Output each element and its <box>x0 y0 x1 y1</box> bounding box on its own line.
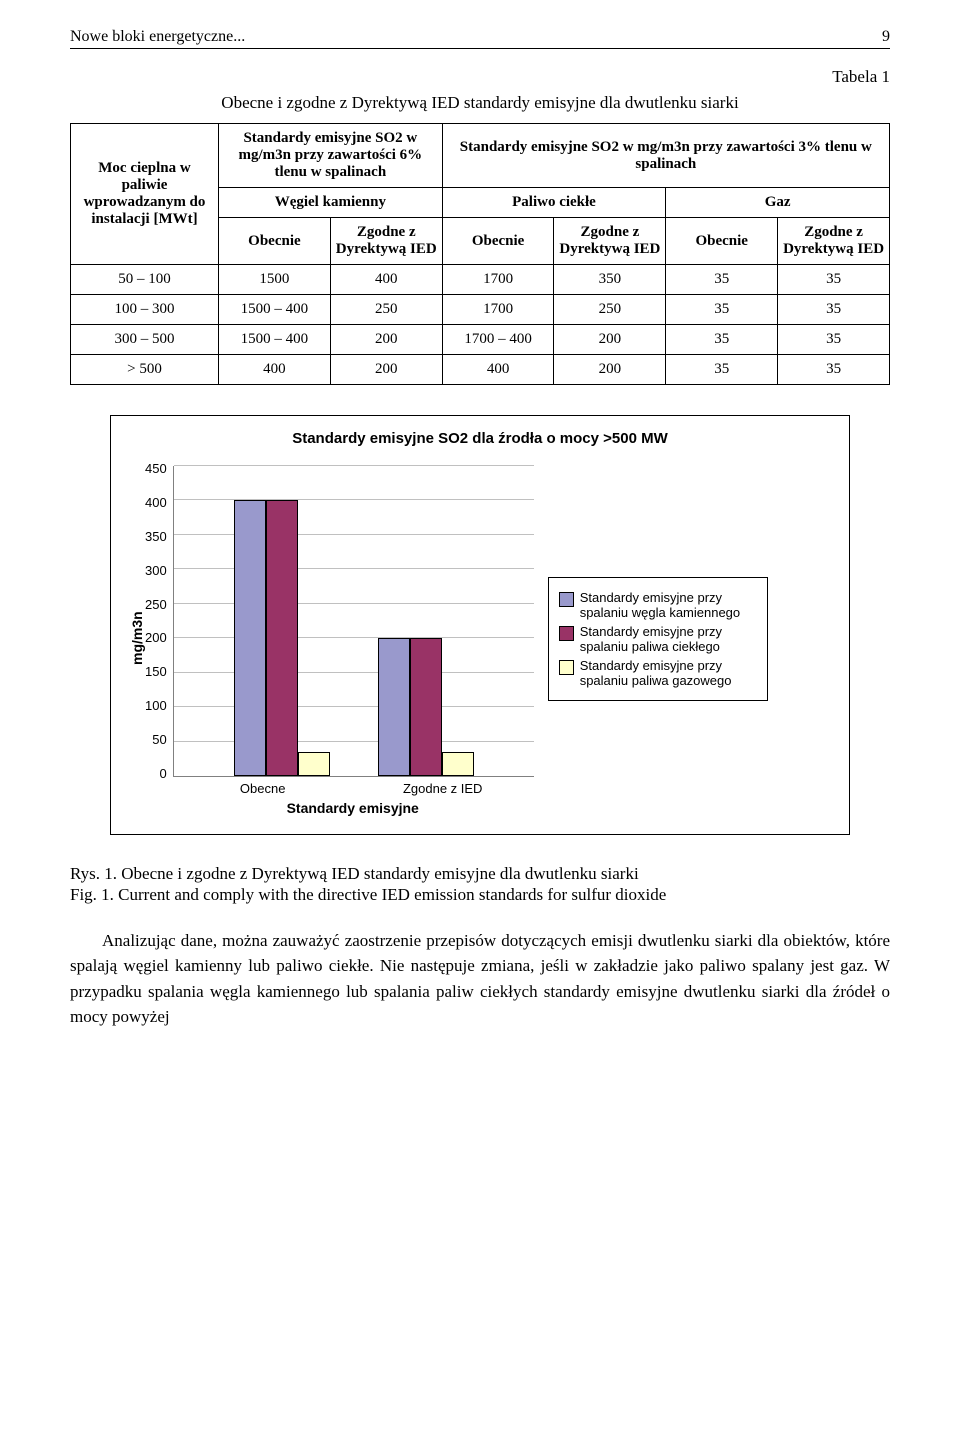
table-cell: > 500 <box>71 355 219 385</box>
th-ied: Zgodne z Dyrektywą IED <box>778 218 890 265</box>
table-cell: 1700 <box>442 265 554 295</box>
legend-swatch <box>559 660 574 675</box>
th-now: Obecnie <box>666 218 778 265</box>
chart-title: Standardy emisyjne SO2 dla źrodła o mocy… <box>125 430 835 447</box>
table-cell: 200 <box>554 325 666 355</box>
table-title: Obecne i zgodne z Dyrektywą IED standard… <box>70 93 890 113</box>
y-tick: 50 <box>152 732 166 747</box>
th-now: Obecnie <box>442 218 554 265</box>
table-cell: 200 <box>554 355 666 385</box>
chart-bar <box>442 752 474 776</box>
table-cell: 35 <box>666 295 778 325</box>
header-page-number: 9 <box>882 28 890 46</box>
table-cell: 400 <box>442 355 554 385</box>
table-cell: 200 <box>330 325 442 355</box>
legend-item: Standardy emisyjne przy spalaniu węgla k… <box>559 590 757 620</box>
table-row: > 5004002004002003535 <box>71 355 890 385</box>
so2-chart: Standardy emisyjne SO2 dla źrodła o mocy… <box>110 415 850 835</box>
y-tick: 300 <box>145 563 167 578</box>
x-tick: Obecne <box>173 781 353 796</box>
table-cell: 1700 – 400 <box>442 325 554 355</box>
table-label: Tabela 1 <box>70 67 890 87</box>
caption-rys: Rys. 1. Obecne i zgodne z Dyrektywą IED … <box>70 863 890 884</box>
table-cell: 1500 – 400 <box>219 325 331 355</box>
legend-swatch <box>559 626 574 641</box>
table-cell: 300 – 500 <box>71 325 219 355</box>
table-cell: 200 <box>330 355 442 385</box>
th-fuel-gas: Gaz <box>666 188 890 218</box>
chart-bar <box>410 638 442 776</box>
legend-item: Standardy emisyjne przy spalaniu paliwa … <box>559 624 757 654</box>
table-row: 300 – 5001500 – 4002001700 – 4002003535 <box>71 325 890 355</box>
table-cell: 250 <box>554 295 666 325</box>
table-cell: 35 <box>778 325 890 355</box>
y-tick: 450 <box>145 461 167 476</box>
th-power: Moc cieplna w paliwie wprowadzanym do in… <box>71 124 219 265</box>
table-cell: 250 <box>330 295 442 325</box>
legend-label: Standardy emisyjne przy spalaniu paliwa … <box>580 624 757 654</box>
table-cell: 400 <box>219 355 331 385</box>
th-ied: Zgodne z Dyrektywą IED <box>330 218 442 265</box>
figure-caption: Rys. 1. Obecne i zgodne z Dyrektywą IED … <box>70 863 890 906</box>
table-cell: 35 <box>778 355 890 385</box>
table-cell: 35 <box>666 355 778 385</box>
y-tick: 250 <box>145 597 167 612</box>
y-tick: 200 <box>145 630 167 645</box>
table-cell: 1700 <box>442 295 554 325</box>
chart-bar <box>298 752 330 776</box>
table-row: 100 – 3001500 – 40025017002503535 <box>71 295 890 325</box>
y-tick: 0 <box>159 766 166 781</box>
table-cell: 350 <box>554 265 666 295</box>
x-ticks: ObecneZgodne z IED <box>173 781 533 796</box>
y-tick: 400 <box>145 495 167 510</box>
chart-bar <box>266 500 298 776</box>
header-title: Nowe bloki energetyczne... <box>70 28 245 46</box>
table-row: 50 – 100150040017003503535 <box>71 265 890 295</box>
emissions-table: Moc cieplna w paliwie wprowadzanym do in… <box>70 123 890 385</box>
caption-fig: Fig. 1. Current and comply with the dire… <box>70 884 890 905</box>
table-cell: 400 <box>330 265 442 295</box>
page-header: Nowe bloki energetyczne... 9 <box>70 28 890 49</box>
legend-label: Standardy emisyjne przy spalaniu węgla k… <box>580 590 757 620</box>
x-tick: Zgodne z IED <box>353 781 533 796</box>
table-cell: 35 <box>666 265 778 295</box>
legend-item: Standardy emisyjne przy spalaniu paliwa … <box>559 658 757 688</box>
table-cell: 50 – 100 <box>71 265 219 295</box>
table-cell: 35 <box>666 325 778 355</box>
body-paragraph: Analizując dane, można zauważyć zaostrze… <box>70 928 890 1030</box>
legend-swatch <box>559 592 574 607</box>
chart-legend: Standardy emisyjne przy spalaniu węgla k… <box>548 577 768 701</box>
chart-plot <box>173 466 534 777</box>
chart-bar <box>234 500 266 776</box>
x-axis-label: Standardy emisyjne <box>173 800 533 816</box>
y-tick: 100 <box>145 698 167 713</box>
y-ticks: 450 400 350 300 250 200 150 100 50 0 <box>145 461 173 781</box>
th-so2-3pct: Standardy emisyjne SO2 w mg/m3n przy zaw… <box>442 124 889 188</box>
y-tick: 150 <box>145 664 167 679</box>
table-cell: 1500 <box>219 265 331 295</box>
table-cell: 1500 – 400 <box>219 295 331 325</box>
th-so2-6pct: Standardy emisyjne SO2 w mg/m3n przy zaw… <box>219 124 443 188</box>
th-fuel-liquid: Paliwo ciekłe <box>442 188 666 218</box>
y-tick: 350 <box>145 529 167 544</box>
chart-bar <box>378 638 410 776</box>
th-ied: Zgodne z Dyrektywą IED <box>554 218 666 265</box>
table-cell: 35 <box>778 265 890 295</box>
th-fuel-coal: Węgiel kamienny <box>219 188 443 218</box>
y-axis-label: mg/m3n <box>125 461 145 816</box>
table-cell: 35 <box>778 295 890 325</box>
th-now: Obecnie <box>219 218 331 265</box>
table-cell: 100 – 300 <box>71 295 219 325</box>
legend-label: Standardy emisyjne przy spalaniu paliwa … <box>580 658 757 688</box>
